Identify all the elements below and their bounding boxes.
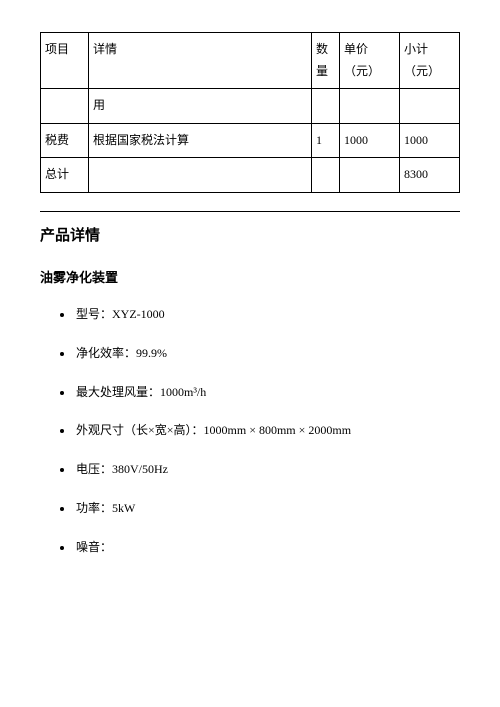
spec-list: 型号：XYZ-1000 净化效率：99.9% 最大处理风量：1000m³/h 外… xyxy=(40,306,460,556)
table-row: 用 xyxy=(41,89,460,124)
cell-subtotal: 8300 xyxy=(400,158,460,193)
th-qty: 数量 xyxy=(312,33,340,89)
th-project: 项目 xyxy=(41,33,89,89)
th-price: 单价（元） xyxy=(340,33,400,89)
cell-price xyxy=(340,158,400,193)
spec-item: 型号：XYZ-1000 xyxy=(74,306,460,323)
cell-price: 1000 xyxy=(340,123,400,158)
cell-qty: 1 xyxy=(312,123,340,158)
table-row: 税费 根据国家税法计算 1 1000 1000 xyxy=(41,123,460,158)
cell-project: 总计 xyxy=(41,158,89,193)
table-header-row: 项目 详情 数量 单价（元） 小计（元） xyxy=(41,33,460,89)
cell-detail: 根据国家税法计算 xyxy=(89,123,312,158)
spec-item: 噪音： xyxy=(74,539,460,556)
spec-item: 外观尺寸（长×宽×高）：1000mm × 800mm × 2000mm xyxy=(74,422,460,439)
cell-price xyxy=(340,89,400,124)
cost-table: 项目 详情 数量 单价（元） 小计（元） 用 税费 根据国家税法计算 1 100… xyxy=(40,32,460,193)
th-detail: 详情 xyxy=(89,33,312,89)
cell-qty xyxy=(312,89,340,124)
divider xyxy=(40,211,460,212)
section-title: 产品详情 xyxy=(40,224,460,245)
table-row: 总计 8300 xyxy=(41,158,460,193)
spec-item: 电压：380V/50Hz xyxy=(74,461,460,478)
cell-subtotal: 1000 xyxy=(400,123,460,158)
cell-qty xyxy=(312,158,340,193)
cell-detail xyxy=(89,158,312,193)
spec-item: 最大处理风量：1000m³/h xyxy=(74,384,460,401)
cell-subtotal xyxy=(400,89,460,124)
spec-item: 功率：5kW xyxy=(74,500,460,517)
product-name: 油雾净化装置 xyxy=(40,267,460,286)
cell-detail: 用 xyxy=(89,89,312,124)
spec-item: 净化效率：99.9% xyxy=(74,345,460,362)
cell-project: 税费 xyxy=(41,123,89,158)
cell-project xyxy=(41,89,89,124)
th-subtotal: 小计（元） xyxy=(400,33,460,89)
